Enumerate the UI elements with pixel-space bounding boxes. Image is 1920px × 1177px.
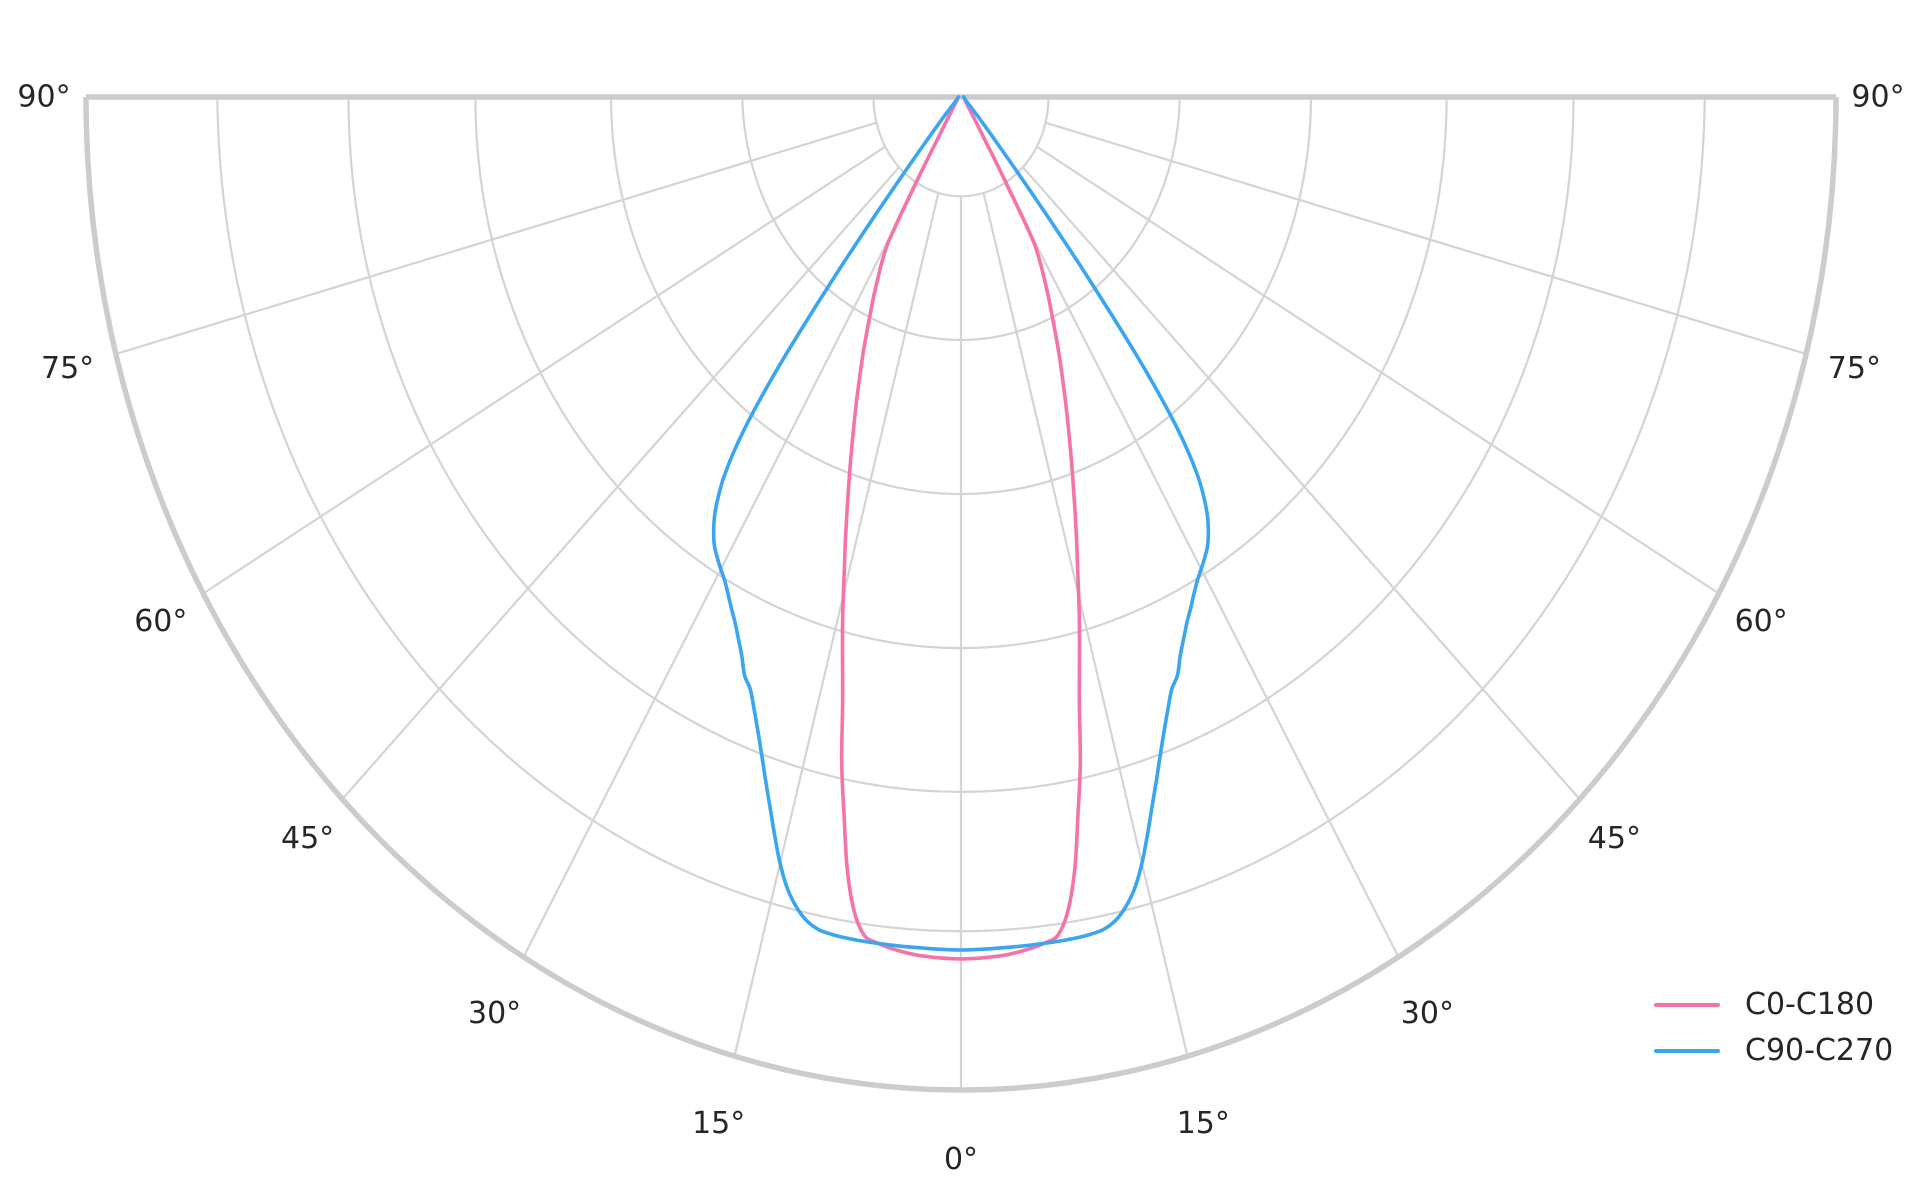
angle-tick-label: 60° bbox=[1735, 604, 1788, 639]
legend: C0-C180 C90-C270 bbox=[1654, 982, 1893, 1074]
angle-tick-label: 30° bbox=[1401, 996, 1454, 1031]
legend-label-c0-c180: C0-C180 bbox=[1745, 987, 1875, 1022]
legend-swatch-c0-c180 bbox=[1654, 1003, 1720, 1007]
series-curve-c0-c180 bbox=[839, 95, 1083, 961]
angle-tick-label: 75° bbox=[41, 351, 94, 386]
angle-tick-label: 15° bbox=[692, 1106, 745, 1141]
angle-tick-label: 90° bbox=[1851, 80, 1904, 115]
angle-tick-label: 45° bbox=[281, 821, 334, 856]
angle-tick-label: 30° bbox=[468, 996, 521, 1031]
polar-grid-angle-line bbox=[1022, 166, 1581, 800]
angle-tick-label: 60° bbox=[134, 604, 187, 639]
legend-label-c90-c270: C90-C270 bbox=[1745, 1033, 1894, 1068]
polar-grid-angle-line bbox=[1036, 145, 1720, 595]
polar-grid-angle-line bbox=[115, 121, 877, 356]
angle-tick-label: 90° bbox=[17, 80, 70, 115]
polar-grid-angle-line bbox=[341, 166, 900, 800]
legend-item-c90-c270: C90-C270 bbox=[1654, 1028, 1893, 1074]
polar-grid-angle-line bbox=[202, 145, 886, 595]
polar-grid-angle-line bbox=[1045, 121, 1807, 356]
polar-grid-angle-line bbox=[982, 192, 1189, 1057]
angle-tick-label: 0° bbox=[944, 1142, 978, 1177]
angle-tick-label: 15° bbox=[1177, 1106, 1230, 1141]
series-curve-c90-c270 bbox=[711, 95, 1211, 952]
polar-grid-angle-line bbox=[733, 192, 940, 1057]
legend-item-c0-c180: C0-C180 bbox=[1654, 982, 1893, 1028]
angle-tick-label: 45° bbox=[1588, 821, 1641, 856]
polar-outer-arc bbox=[83, 96, 1839, 1093]
legend-swatch-c90-c270 bbox=[1654, 1049, 1720, 1053]
angle-tick-label: 75° bbox=[1828, 351, 1881, 386]
